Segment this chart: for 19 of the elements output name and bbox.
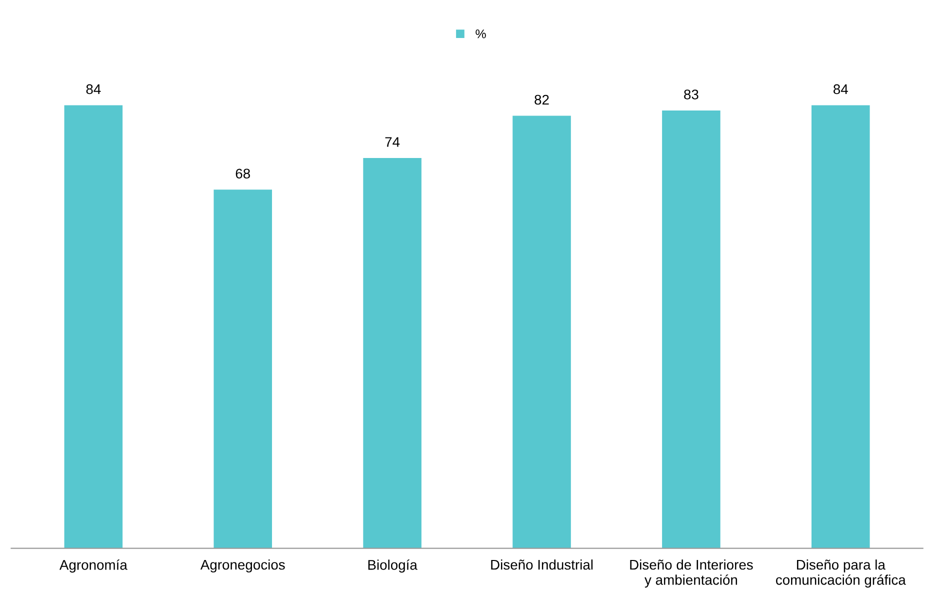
bar <box>363 158 422 548</box>
bar <box>512 116 571 548</box>
x-tick-label: Diseño para la comunicación gráfica <box>776 559 906 588</box>
data-label: 68 <box>236 168 250 179</box>
data-label: 83 <box>684 90 698 100</box>
x-tick-label: Agronegocios <box>200 559 285 572</box>
x-tick-label: Agronomía <box>59 559 128 573</box>
legend-label: % <box>476 30 486 38</box>
bar <box>662 110 720 548</box>
data-label: 82 <box>534 94 549 105</box>
bar <box>214 190 272 548</box>
data-label: 74 <box>385 137 400 147</box>
x-tick-label: Diseño Industrial <box>491 559 593 570</box>
data-label: 84 <box>86 84 101 94</box>
data-label: 84 <box>834 84 848 94</box>
x-tick-label: Biología <box>368 559 418 573</box>
bar <box>64 105 123 548</box>
bar <box>812 105 870 548</box>
x-tick-label: Diseño de Interiores y ambientación <box>630 559 753 588</box>
